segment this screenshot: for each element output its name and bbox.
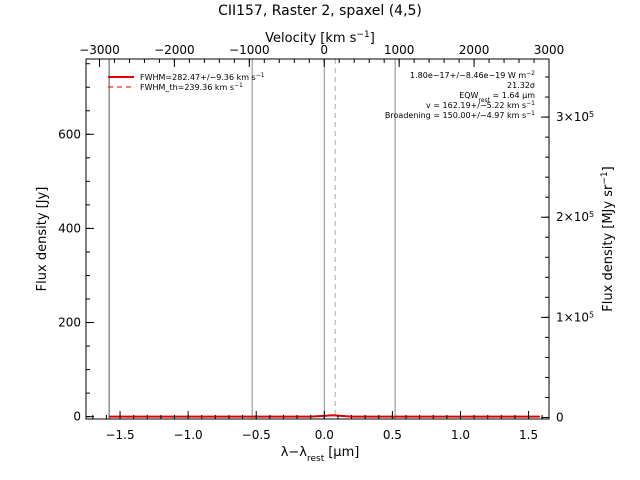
x-tick-label: 0.0	[315, 428, 334, 442]
fit-annotation: 21.32σ	[507, 81, 535, 90]
velocity-tick-label: −1000	[229, 43, 270, 57]
legend-label: FWHM=282.47+/−9.36 km s−1	[140, 72, 265, 83]
right-axis-label: Flux density [MJy sr−1]	[600, 166, 616, 311]
velocity-tick-label: 0	[320, 43, 328, 57]
axis-ticks	[86, 59, 550, 419]
right-tick-labels: 0 1×105 2×105 3×105	[556, 110, 594, 425]
x-tick-label: −0.5	[242, 428, 271, 442]
y-tick-label: 200	[58, 316, 81, 330]
right-tick-label: 0	[556, 410, 564, 424]
right-tick-label: 3×105	[556, 110, 594, 125]
velocity-tick-label: −3000	[79, 43, 120, 57]
fit-annotation: EQWrest = 1.64 μm	[459, 91, 535, 104]
reference-lines	[108, 59, 396, 419]
legend: FWHM=282.47+/−9.36 km s−1FWHM_th=239.36 …	[108, 72, 265, 93]
x-tick-label: 1.0	[451, 428, 470, 442]
fit-annotation: Broadening = 150.00+/−4.97 km s−1	[385, 110, 535, 121]
x-tick-label: −1.0	[174, 428, 203, 442]
velocity-tick-label: 1000	[384, 43, 415, 57]
y-tick-labels: 0 200 400 600	[58, 127, 81, 423]
x-tick-labels: −1.5 −1.0 −0.5 0.0 0.5 1.0 1.5	[105, 428, 538, 442]
y-tick-label: 0	[73, 410, 81, 424]
chart-title: CII157, Raster 2, spaxel (4,5)	[218, 3, 422, 19]
series-point	[108, 416, 110, 418]
x-tick-label: −1.5	[105, 428, 134, 442]
x-tick-label: 1.5	[519, 428, 538, 442]
right-tick-label: 1×105	[556, 310, 594, 325]
x-tick-label: 0.5	[383, 428, 402, 442]
velocity-tick-label: 3000	[534, 43, 565, 57]
series-point	[538, 416, 541, 418]
x-axis-label: λ−λrest [μm]	[281, 445, 360, 464]
velocity-axis-label: Velocity [km s−1]	[265, 30, 375, 46]
fit-annotation: 1.80e−17+/−8.46e−19 W m−2	[410, 70, 535, 81]
plot-frame	[85, 58, 550, 420]
y-tick-label: 400	[58, 221, 81, 235]
fit-annotation: v = 162.19+/−5.22 km s−1	[426, 100, 535, 111]
velocity-tick-label: 2000	[459, 43, 490, 57]
series-point	[340, 415, 342, 417]
velocity-tick-labels: −3000 −2000 −1000 0 1000 2000 3000	[79, 43, 564, 57]
legend-label: FWHM_th=239.36 km s−1	[140, 82, 243, 93]
velocity-tick-label: −2000	[154, 43, 195, 57]
y-axis-label: Flux density [Jy]	[35, 187, 50, 292]
series-point	[331, 414, 334, 416]
right-tick-label: 2×105	[556, 210, 594, 225]
y-tick-label: 600	[58, 127, 81, 141]
